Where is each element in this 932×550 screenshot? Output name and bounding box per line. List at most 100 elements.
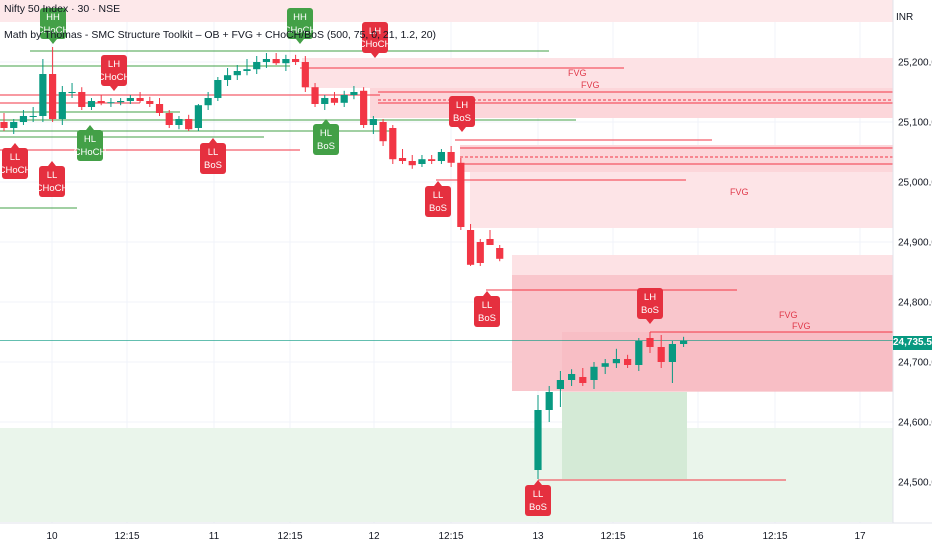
svg-text:BoS: BoS <box>641 305 659 316</box>
candle-body <box>175 119 183 125</box>
price-axis[interactable]: 25,200.00 25,100.00 25,000.00 24,900.00 24,8… <box>898 58 932 489</box>
candle-body <box>223 75 232 80</box>
svg-text:LL: LL <box>47 170 58 181</box>
candle-body <box>107 102 115 104</box>
svg-text:HL: HL <box>320 128 332 139</box>
structure-label-lh-choch: LH CHoCH <box>359 22 391 58</box>
time-tick-label: 12:15 <box>600 531 625 542</box>
candle-body <box>97 101 105 103</box>
price-tick-label: 24,700.00 <box>898 358 932 369</box>
time-tick-label: 11 <box>209 531 220 542</box>
svg-text:CHoCH: CHoCH <box>98 72 131 83</box>
svg-text:HH: HH <box>293 12 307 23</box>
time-tick-label: 12:15 <box>114 531 139 542</box>
time-tick-label: 12 <box>368 531 380 542</box>
price-axis-bg <box>893 0 932 550</box>
candle-body <box>590 366 598 380</box>
currency-label[interactable]: INR <box>896 12 914 23</box>
candle-body <box>447 152 455 163</box>
candle-body <box>233 71 241 76</box>
svg-text:LL: LL <box>482 300 493 311</box>
candle-body <box>282 59 290 64</box>
candle-body <box>68 92 76 93</box>
svg-text:CHoCH: CHoCH <box>36 183 69 194</box>
candlestick-series <box>0 47 688 479</box>
svg-text:LL: LL <box>208 147 219 158</box>
svg-text:LL: LL <box>10 152 21 163</box>
price-tick-label: 25,100.00 <box>898 118 932 129</box>
structure-label-lh-bos: LH BoS <box>449 96 475 132</box>
candle-body <box>292 59 300 62</box>
candle-body <box>668 344 676 362</box>
structure-label-ll-choch: LL CHoCH <box>36 161 69 197</box>
candle-body <box>29 116 37 117</box>
candle-body <box>340 95 348 103</box>
candle-body <box>545 392 553 410</box>
candle-body <box>253 62 261 70</box>
candle-body <box>262 59 271 62</box>
candle-body <box>87 101 96 107</box>
time-tick-label: 12:15 <box>762 531 787 542</box>
svg-text:BoS: BoS <box>529 502 547 513</box>
time-tick-label: 12:15 <box>438 531 463 542</box>
candle-body <box>398 158 407 161</box>
time-axis-bg <box>0 523 932 550</box>
candle-body <box>476 242 484 263</box>
candle-body <box>117 101 125 103</box>
price-tick-label: 24,900.00 <box>898 238 932 249</box>
candle-body <box>19 116 28 122</box>
candle-body <box>165 113 173 125</box>
structure-label-lh-bos: LH BoS <box>637 288 663 324</box>
time-tick-label: 17 <box>854 531 866 542</box>
candle-body <box>58 92 66 119</box>
structure-label-lh-choch: LH CHoCH <box>98 55 131 91</box>
candle-body <box>457 162 465 227</box>
candle-body <box>437 152 445 161</box>
structure-label-ll-bos: LL BoS <box>200 138 226 174</box>
time-axis[interactable]: 10 12:15 11 12:15 12 12:15 13 12:15 16 12:15 17 <box>46 531 866 542</box>
candle-body <box>78 92 86 107</box>
structure-label-hh-choch: HH CHoCH <box>37 8 69 44</box>
structure-label-hl-bos: HL BoS <box>313 119 339 155</box>
candle-body <box>155 104 164 113</box>
price-tick-label: 25,200.00 <box>898 58 932 69</box>
svg-text:LL: LL <box>533 489 544 500</box>
candle-body <box>428 159 436 161</box>
candle-body <box>214 80 222 98</box>
time-tick-label: 16 <box>692 531 704 542</box>
candle-body <box>146 101 154 104</box>
candle-body <box>272 59 280 64</box>
fvg-label: FVG <box>792 321 811 331</box>
candle-body <box>579 377 587 383</box>
current-price-badge: 24,735.55 <box>893 336 932 350</box>
candle-body <box>556 380 564 389</box>
time-tick-label: 10 <box>46 531 58 542</box>
structure-label-ll-bos: LL BoS <box>474 291 500 327</box>
structure-label-ll-choch: LL CHoCH <box>0 143 31 179</box>
structure-label-ll-bos: LL BoS <box>425 181 451 217</box>
indicator-legend[interactable]: Math by Thomas - SMC Structure Toolkit –… <box>4 29 437 41</box>
fvg-text-labels: FVG FVG FVG FVG FVG <box>568 68 811 331</box>
candle-body <box>369 119 377 125</box>
fvg-label: FVG <box>730 187 749 197</box>
svg-text:LH: LH <box>369 26 381 37</box>
candle-body <box>486 239 494 245</box>
candle-body <box>680 340 688 344</box>
candle-body <box>408 161 416 166</box>
fvg-label: FVG <box>581 80 600 90</box>
candle-body <box>321 98 329 104</box>
price-tick-label: 25,000.00 <box>898 178 932 189</box>
candle-body <box>568 374 576 380</box>
symbol-title[interactable]: Nifty 50 Index · 30 · NSE <box>4 3 121 15</box>
candle-body <box>624 359 632 365</box>
svg-text:HL: HL <box>84 134 96 145</box>
svg-text:BoS: BoS <box>204 160 222 171</box>
price-tick-label: 24,600.00 <box>898 418 932 429</box>
svg-text:LH: LH <box>456 100 468 111</box>
candle-body <box>350 92 358 95</box>
svg-text:BoS: BoS <box>317 141 335 152</box>
svg-text:HH: HH <box>46 12 60 23</box>
svg-text:LL: LL <box>433 190 444 201</box>
